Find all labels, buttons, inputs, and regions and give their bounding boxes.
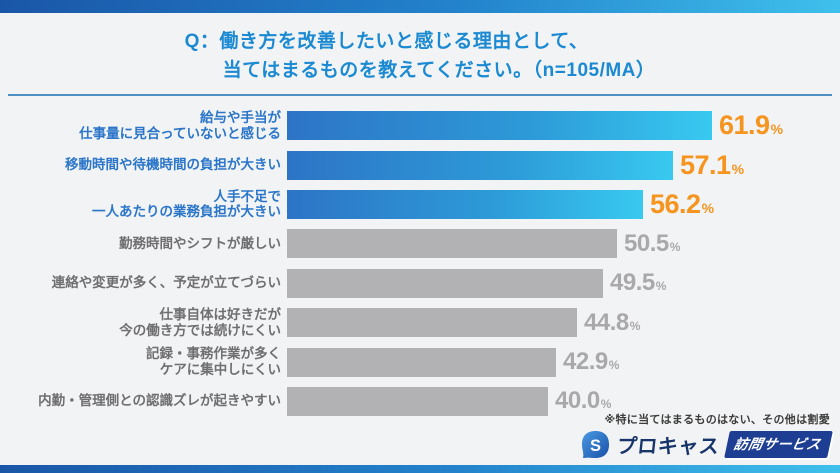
question-title-line1: Q：働き方を改善したいと感じる理由として、 — [184, 31, 589, 52]
bottom-accent-bar — [0, 465, 840, 473]
bar-value: 61.9% — [719, 110, 784, 141]
bar-value: 40.0% — [555, 387, 612, 415]
chart-row: 移動時間や待機時間の負担が大きい 57.1% — [0, 145, 840, 184]
bar-label: 人手不足で 一人あたりの業務負担が大きい — [92, 188, 281, 220]
procas-logo-icon: S — [581, 430, 609, 459]
chart-row: 勤務時間やシフトが厳しい 50.5% — [0, 224, 840, 263]
bar-label: 連絡や変更が多く、予定が立てづらい — [51, 275, 281, 291]
bar — [287, 229, 617, 259]
bar-label: 仕事自体は好きだが 今の働き方では続けにくい — [119, 306, 281, 338]
bar-label: 勤務時間やシフトが厳しい — [119, 235, 281, 251]
chart-row: 内勤・管理側との認識ズレが起きやすい 40.0% — [0, 382, 840, 421]
bar — [287, 189, 643, 219]
title-divider — [8, 94, 832, 96]
bar-value: 50.5% — [624, 229, 681, 257]
bar-value: 44.8% — [584, 308, 641, 336]
bar-value: 49.5% — [610, 269, 667, 297]
brand-logo: S プロキャス 訪問サービス — [581, 430, 833, 459]
bar-chart: 給与や手当が 仕事量に見合っていないと感じる 61.9% 移動時間や待機時間の負担が大… — [0, 106, 840, 421]
bar — [287, 150, 673, 180]
question-title-line2: 当てはまるものを教えてください。（n=105/MA） — [222, 60, 656, 82]
bar-value: 42.9% — [563, 348, 620, 376]
bar — [287, 308, 577, 338]
chart-row: 仕事自体は好きだが 今の働き方では続けにくい 44.8% — [0, 303, 840, 342]
bar — [287, 386, 548, 416]
service-badge: 訪問サービス — [724, 431, 833, 458]
chart-row: 連絡や変更が多く、予定が立てづらい 49.5% — [0, 264, 840, 303]
chart-row: 記録・事務作業が多く ケアに集中しにくい 42.9% — [0, 342, 840, 381]
chart-row: 給与や手当が 仕事量に見合っていないと感じる 61.9% — [0, 106, 840, 145]
bar — [287, 268, 603, 298]
footnote: ※特に当てはまるものはない、その他は割愛 — [604, 414, 830, 426]
bar-label: 記録・事務作業が多く ケアに集中しにくい — [146, 346, 281, 378]
bar — [287, 347, 556, 377]
chart-row: 人手不足で 一人あたりの業務負担が大きい 56.2% — [0, 185, 840, 224]
page-title: Q：働き方を改善したいと感じる理由として、 当てはまるものを教えてください。（n… — [185, 27, 656, 86]
bar-label: 給与や手当が 仕事量に見合っていないと感じる — [79, 109, 281, 141]
top-accent-bar — [0, 0, 840, 13]
bar-label: 内勤・管理側との認識ズレが起きやすい — [38, 393, 281, 409]
brand-name: プロキャス — [615, 436, 720, 458]
bar-value: 56.2% — [650, 188, 715, 219]
header: Q：働き方を改善したいと感じる理由として、 当てはまるものを教えてください。（n… — [0, 27, 840, 86]
bar-value: 57.1% — [680, 149, 745, 180]
bar — [287, 111, 712, 141]
bar-label: 移動時間や待機時間の負担が大きい — [65, 157, 281, 173]
svg-text:S: S — [590, 437, 601, 455]
